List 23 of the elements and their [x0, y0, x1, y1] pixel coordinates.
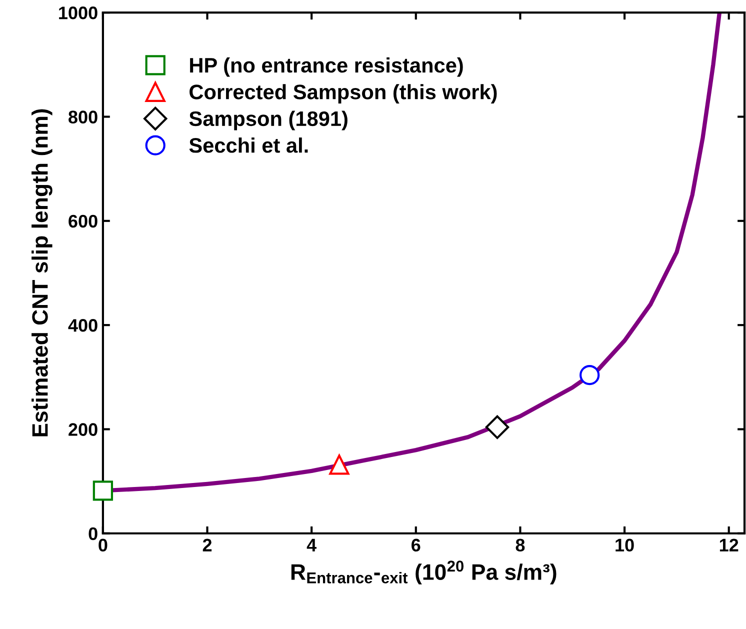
y-tick-label: 600	[68, 214, 98, 228]
point	[329, 454, 350, 475]
legend-label: Sampson (1891)	[189, 110, 348, 130]
x-tick-label: 0	[98, 538, 108, 552]
x-tick-label: 6	[412, 538, 420, 552]
x-tick-label: 2	[202, 538, 212, 552]
x-tick-label: 12	[720, 538, 738, 552]
y-axis-title: Estimated CNT slip length (nm)	[32, 109, 52, 436]
point	[485, 415, 510, 439]
x-tick-label: 4	[306, 538, 317, 552]
legend-label: HP (no entrance resistance)	[190, 57, 463, 77]
x-tick-label: 10	[616, 538, 634, 552]
y-tick-label: 800	[68, 110, 98, 124]
legend-label: Corrected Sampson (this work)	[190, 84, 497, 104]
x-tick-label: 8	[516, 538, 525, 552]
y-tick-label: 200	[68, 423, 98, 436]
legend-label: Secchi et al.	[189, 138, 308, 153]
y-tick-label: 0	[88, 527, 98, 540]
y-tick-label: 1000	[59, 6, 98, 20]
x-axis-title: R$_{Entrance}$-$_{exit}$ (10$^{20}$ Pa s/m³)	[291, 560, 556, 584]
point	[92, 480, 114, 501]
y-tick-label: 400	[68, 319, 98, 332]
point	[580, 364, 600, 386]
